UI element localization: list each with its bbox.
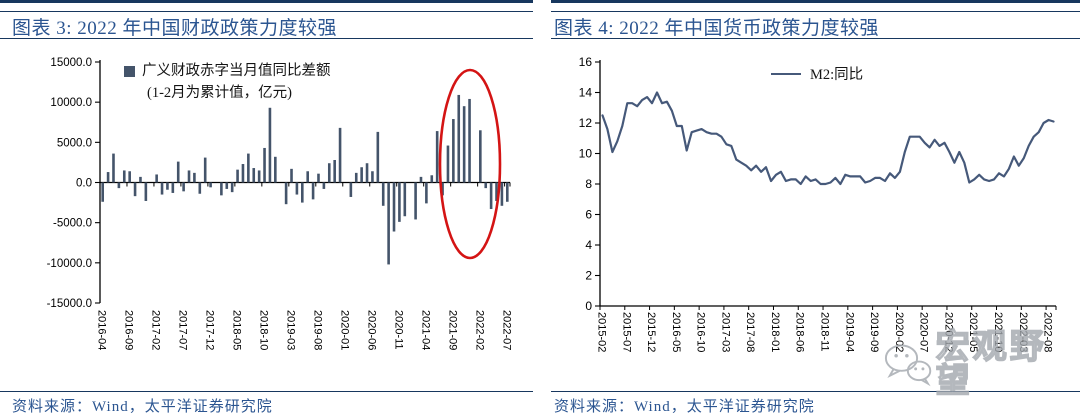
svg-text:4: 4: [585, 238, 592, 252]
svg-text:2020-01: 2020-01: [338, 310, 350, 350]
highlight-ellipse-annotation: [438, 68, 502, 260]
svg-text:2021-05: 2021-05: [967, 312, 979, 352]
svg-text:14: 14: [579, 86, 593, 100]
monetary-policy-panel: 图表 4: 2022 年中国货币政策力度较强 0 2 4 6 8 10 12 14 16 2015…: [540, 0, 1080, 420]
line-chart-legend: M2:同比: [771, 63, 863, 84]
source-note-left: 资料来源：Wind，太平洋证券研究院: [12, 399, 273, 415]
svg-text:2020-06: 2020-06: [365, 310, 377, 350]
chart4-title: 图表 4: 2022 年中国货币政策力度较强: [554, 18, 880, 39]
title-top-rule: [551, 11, 1080, 12]
svg-text:2018-05: 2018-05: [231, 310, 243, 350]
svg-text:-15000.0: -15000.0: [47, 298, 92, 310]
svg-text:-5000.0: -5000.0: [53, 218, 92, 230]
svg-text:2018-01: 2018-01: [769, 312, 781, 352]
legend-line-marker: [771, 72, 801, 75]
svg-text:2019-09: 2019-09: [868, 312, 880, 352]
title-bottom-rule: [551, 38, 1080, 39]
svg-text:12: 12: [579, 116, 593, 130]
svg-text:2018-06: 2018-06: [794, 312, 806, 352]
svg-text:0.0: 0.0: [76, 178, 92, 190]
svg-text:2020-12: 2020-12: [942, 312, 954, 352]
bar-chart-legend: 广义财政赤字当月值同比差额 (1-2月为累计值，亿元): [124, 61, 331, 105]
svg-text:2020-11: 2020-11: [392, 310, 404, 350]
top-thick-rule: [0, 0, 533, 3]
svg-text:2017-03: 2017-03: [719, 312, 731, 352]
svg-text:2021-10: 2021-10: [992, 312, 1004, 352]
svg-text:5000.0: 5000.0: [57, 137, 92, 149]
x-axis: [599, 305, 1057, 310]
m2-yoy-line: [601, 91, 1055, 186]
title-top-rule: [0, 11, 533, 12]
legend-text: 广义财政赤字当月值同比差额 (1-2月为累计值，亿元): [142, 61, 331, 105]
svg-text:2022-07: 2022-07: [500, 310, 512, 350]
svg-text:2019-04: 2019-04: [843, 312, 855, 352]
fiscal-policy-panel: 图表 3: 2022 年中国财政政策力度较强 15000.0 10000.0 500…: [0, 0, 533, 415]
svg-text:2015-02: 2015-02: [595, 312, 607, 352]
svg-text:2018-11: 2018-11: [819, 312, 831, 352]
svg-text:2020-02: 2020-02: [893, 312, 905, 352]
svg-text:2022-08: 2022-08: [1042, 312, 1054, 352]
svg-text:15000.0: 15000.0: [50, 57, 92, 69]
svg-text:2021-04: 2021-04: [419, 310, 431, 350]
m2-line-chart: 0 2 4 6 8 10 12 14 16 2015-02 2015-07 2015-12 2016-0…: [579, 55, 1057, 352]
svg-text:10: 10: [579, 147, 593, 161]
source-rule: [551, 391, 1080, 392]
svg-text:2020-07: 2020-07: [918, 312, 930, 352]
svg-text:2015-12: 2015-12: [645, 312, 657, 352]
svg-text:0: 0: [585, 299, 592, 313]
legend-line2: (1-2月为累计值，亿元): [147, 84, 292, 101]
svg-text:2016-05: 2016-05: [670, 312, 682, 352]
svg-text:2019-08: 2019-08: [311, 310, 323, 350]
svg-text:2017-07: 2017-07: [177, 310, 189, 350]
svg-text:16: 16: [579, 55, 593, 69]
svg-text:2017-08: 2017-08: [744, 312, 756, 352]
legend-line1: 广义财政赤字当月值同比差额: [142, 63, 331, 79]
svg-text:2022-02: 2022-02: [473, 310, 485, 350]
svg-text:2021-09: 2021-09: [446, 310, 458, 350]
svg-text:2017-12: 2017-12: [204, 310, 216, 350]
svg-text:-10000.0: -10000.0: [47, 258, 92, 270]
svg-text:2016-10: 2016-10: [695, 312, 707, 352]
x-tick-labels: 2015-02 2015-07 2015-12 2016-05 2016-10 2017-…: [595, 312, 1053, 352]
y-axis: 0 2 4 6 8 10 12 14 16: [579, 55, 601, 313]
svg-text:2015-07: 2015-07: [620, 312, 632, 352]
fiscal-deficit-bar-chart: 15000.0 10000.0 5000.0 0.0 -5000.0 -10000.0 -1…: [47, 57, 513, 350]
source-note-right: 资料来源：Wind，太平洋证券研究院: [554, 399, 815, 415]
chart3-title: 图表 3: 2022 年中国财政政策力度较强: [12, 18, 338, 39]
x-tick-labels: 2016-04 2016-09 2017-02 2017-07 2017-12 2018-…: [96, 310, 513, 350]
svg-text:8: 8: [585, 177, 592, 191]
svg-text:2016-09: 2016-09: [123, 310, 135, 350]
svg-text:2016-04: 2016-04: [96, 310, 108, 350]
svg-text:10000.0: 10000.0: [50, 97, 92, 109]
y-axis: 15000.0 10000.0 5000.0 0.0 -5000.0 -10000.0 -1…: [47, 57, 101, 310]
source-rule: [0, 391, 533, 392]
top-thick-rule: [551, 0, 1080, 3]
svg-text:2018-10: 2018-10: [258, 310, 270, 350]
svg-text:2: 2: [585, 269, 592, 283]
title-bottom-rule: [0, 38, 533, 39]
svg-text:2019-03: 2019-03: [285, 310, 297, 350]
deficit-bars: [101, 94, 509, 265]
legend-square-marker: [124, 66, 135, 77]
svg-text:2022-03: 2022-03: [1017, 312, 1029, 352]
svg-text:2017-02: 2017-02: [150, 310, 162, 350]
svg-text:6: 6: [585, 208, 592, 222]
legend-label: M2:同比: [810, 67, 864, 83]
